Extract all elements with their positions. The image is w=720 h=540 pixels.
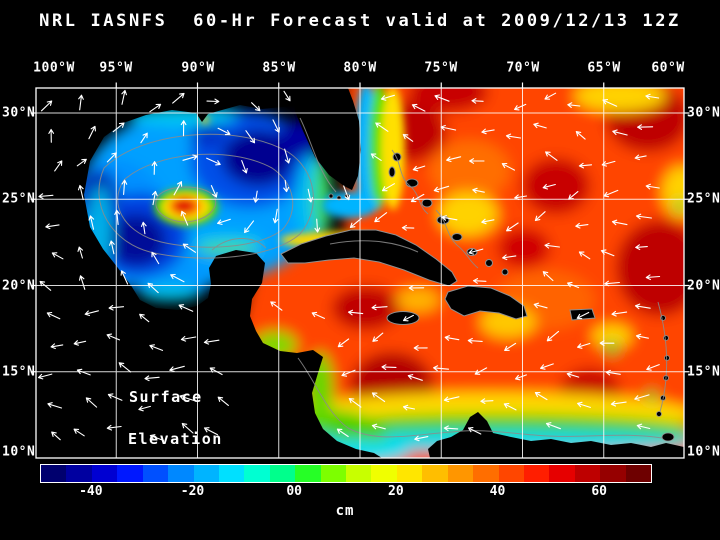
current-vector-arrows [37,89,661,442]
land-florida-keys [328,193,334,199]
colorbar-cell [41,465,67,482]
colorbar-tick-label: 20 [388,484,404,499]
colorbar-tick-labels: -40 -20 00 20 40 60 [40,484,650,500]
colorbar-tick-label: -20 [180,484,205,499]
bathymetry-contours [98,117,668,439]
colorbar-tick-label: 60 [591,484,607,499]
colorbar-unit: cm [335,503,355,519]
colorbar-tick-label: 40 [489,484,506,499]
lat-label-left-20n: 20°N [2,278,36,294]
lon-label-65w: 65°W [587,60,621,76]
land-puerto-rico [569,308,596,321]
lon-label-100w: 100°W [33,60,75,76]
colorbar-cell [447,465,474,482]
colorbar-cell [574,465,601,482]
lat-label-left-30n: 30°N [2,105,36,121]
colorbar-cell [218,465,245,482]
colorbar-cell [498,465,525,482]
land-cuba [280,229,458,287]
lat-label-left-15n: 15°N [2,364,36,380]
colorbar-cell [371,465,397,482]
colorbar-cell [524,465,550,482]
lon-label-90w: 90°W [181,60,215,76]
annotation-elevation: Elevation [128,430,223,448]
colorbar-cell [600,465,626,482]
land-bahamas [388,152,509,276]
lat-label-right-20n: 20°N [687,278,720,294]
lat-label-right-25n: 25°N [687,191,720,207]
colorbar-cell [193,465,219,482]
lat-label-right-15n: 15°N [687,364,720,380]
colorbar [40,464,652,483]
land-hispaniola [444,285,528,320]
lat-label-right-30n: 30°N [687,105,720,121]
colorbar-cell [244,465,270,482]
annotation-surface: Surface [129,388,203,406]
lon-label-75w: 75°W [424,60,458,76]
colorbar-cell [269,465,296,482]
colorbar-cell [549,465,575,482]
lat-lon-grid [36,88,684,458]
colorbar-cell [396,465,423,482]
colorbar-tick-label: 00 [286,484,302,499]
colorbar-cell [117,465,143,482]
lat-label-right-10n: 10°N [687,444,720,460]
lon-label-70w: 70°W [506,60,540,76]
colorbar-cell [91,465,118,482]
colorbar-cell [142,465,169,482]
colorbar-cell [66,465,92,482]
lat-label-left-25n: 25°N [2,191,36,207]
colorbar-cell [473,465,499,482]
lon-label-85w: 85°W [262,60,296,76]
lon-label-60w: 60°W [651,60,685,76]
colorbar-tick-label: -40 [79,484,103,499]
colorbar-cell [320,465,347,482]
lon-label-80w: 80°W [343,60,377,76]
colorbar-cell [295,465,321,482]
colorbar-cell [168,465,194,482]
page-title: NRL IASNFS 60-Hr Forecast valid at 2009/… [39,11,681,31]
lon-label-95w: 95°W [99,60,133,76]
axis-ticks [30,82,690,373]
colorbar-cell [346,465,372,482]
colorbar-cell [625,465,652,482]
land-jamaica [386,311,420,325]
lat-label-left-10n: 10°N [2,444,36,460]
ssh-field-fine [154,88,405,248]
land-south-america [428,412,684,458]
colorbar-cell [422,465,448,482]
